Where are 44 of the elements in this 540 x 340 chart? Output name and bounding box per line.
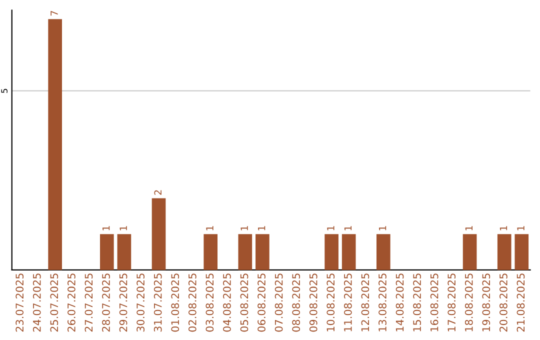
data-label: 7 [50,11,58,16]
x-tick-label: 30.07.2025 [136,274,144,332]
x-tick-label: 12.08.2025 [361,274,370,332]
x-tick-label: 25.07.2025 [50,274,58,332]
data-label: 1 [240,226,248,230]
x-tick-label: 27.07.2025 [84,274,93,332]
x-tick-label: 06.08.2025 [258,274,266,332]
x-tick-label: 07.08.2025 [274,274,283,332]
data-label: 1 [465,226,472,230]
x-tick-label: 13.08.2025 [378,274,386,332]
x-tick-label: 15.08.2025 [413,274,421,332]
data-label: 1 [344,226,352,230]
x-tick-label: 21.08.2025 [516,274,525,332]
x-tick-label: 03.08.2025 [206,274,214,332]
x-tick-label: 28.07.2025 [102,274,110,332]
x-tick-label: 17.08.2025 [448,274,456,332]
x-tick-label: 14.08.2025 [396,274,404,332]
data-label: 1 [206,226,214,230]
x-tick-label: 09.08.2025 [309,274,318,332]
x-tick-label: 19.08.2025 [482,274,490,332]
x-tick-label: 02.08.2025 [188,274,196,332]
x-tick-label: 24.07.2025 [32,274,41,332]
data-label: 1 [500,226,508,230]
data-label: 1 [102,226,110,230]
data-label: 1 [378,226,386,230]
x-tick-label: 29.07.2025 [119,274,128,332]
data-label: 1 [517,226,524,230]
x-tick-label: 23.07.2025 [16,274,24,332]
data-label: 1 [120,226,127,230]
data-label: 1 [258,226,266,230]
x-tick-label: 16.08.2025 [430,274,438,332]
x-tick-label: 26.07.2025 [68,274,76,332]
x-tick-label: 05.08.2025 [240,274,248,332]
x-tick-label: 18.08.2025 [464,274,473,332]
x-tick-label: 20.08.2025 [500,274,508,332]
x-tick-label: 10.08.2025 [326,274,335,332]
x-tick-label: 04.08.2025 [223,274,231,332]
y-tick-label: 5 [1,88,8,93]
data-label: 1 [327,226,334,230]
x-tick-label: 31.07.2025 [154,274,162,332]
x-tick-label: 08.08.2025 [292,274,300,332]
x-tick-label: 01.08.2025 [171,274,180,332]
x-tick-label: 11.08.2025 [344,274,352,332]
data-label: 2 [154,190,162,195]
